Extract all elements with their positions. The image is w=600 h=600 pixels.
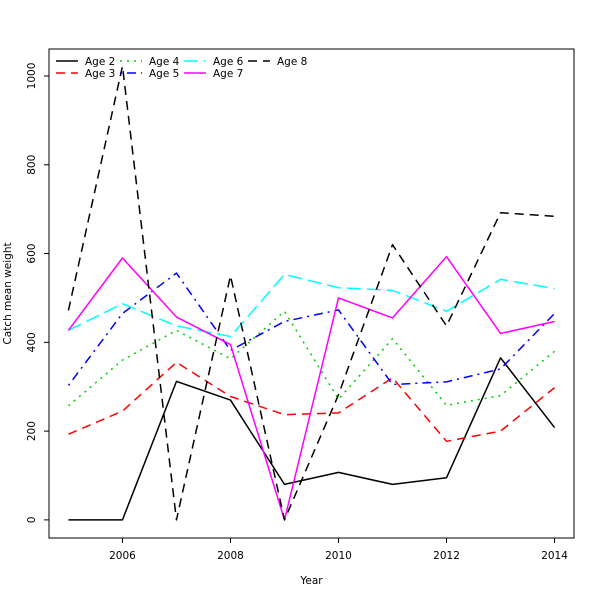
legend-label: Age 4 — [149, 56, 180, 68]
axes-layer: 2006 2008 2010 2012 2014 0 200 400 600 800 1000 — [26, 63, 568, 562]
series-layer — [67, 65, 556, 521]
x-axis-title: Year — [299, 575, 323, 587]
x-tick-label: 2010 — [325, 550, 352, 562]
y-axis-title: Catch mean weight — [2, 242, 14, 344]
x-tick-label: 2014 — [541, 550, 568, 562]
legend-label: Age 5 — [149, 68, 179, 80]
series-line-age-8 — [67, 65, 555, 521]
y-tick-label: 800 — [26, 155, 38, 175]
y-tick-label: 200 — [26, 421, 38, 441]
series-line-age-4 — [67, 310, 556, 407]
y-tick-label: 600 — [26, 244, 38, 264]
x-tick-label: 2008 — [217, 550, 244, 562]
legend-label: Age 8 — [277, 56, 307, 68]
y-tick-label: 1000 — [26, 63, 38, 90]
legend-label: Age 2 — [85, 56, 115, 68]
x-tick-label: 2006 — [109, 550, 136, 562]
x-tick-label: 2012 — [433, 550, 460, 562]
series-line-age-2 — [68, 357, 556, 521]
legend-label: Age 3 — [85, 68, 115, 80]
legend-label: Age 7 — [213, 68, 243, 80]
plot-frame — [48, 48, 575, 539]
y-tick-label: 400 — [26, 332, 38, 352]
series-line-age-3 — [68, 361, 556, 443]
legend-label: Age 6 — [213, 56, 244, 68]
series-line-age-6 — [68, 273, 555, 338]
y-tick-label: 0 — [26, 517, 38, 524]
